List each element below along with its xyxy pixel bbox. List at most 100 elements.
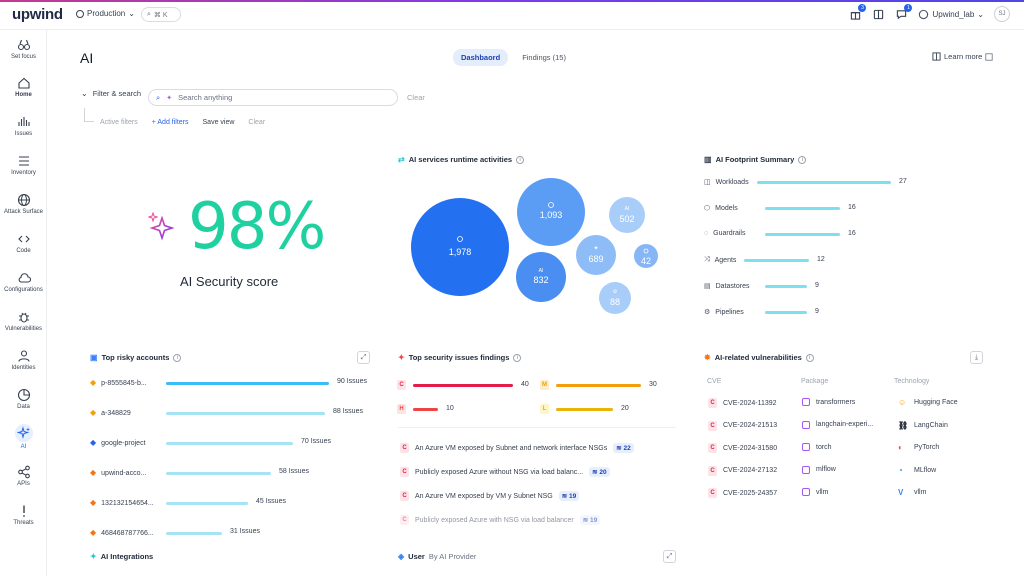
inventory-icon [18, 156, 29, 166]
finding-row[interactable]: C An Azure VM exposed by VM y Subnet NSG ≋… [400, 491, 580, 501]
sidebar-item-threats[interactable]: Threats [0, 504, 47, 526]
cve-cell[interactable]: C CVE-2025-24357 [708, 488, 777, 498]
chart-icon: ▥ [704, 155, 712, 164]
bubble-502[interactable]: AI 502 [609, 197, 645, 233]
sidebar-item-inventory[interactable]: Inventory [0, 154, 47, 176]
sidebar-item-label: Issues [14, 131, 33, 137]
gift-icon[interactable]: 3 [849, 3, 867, 21]
bubble-689[interactable]: ✦ 689 [576, 235, 616, 275]
add-filters-button[interactable]: + Add filters [151, 119, 189, 126]
layers-icon: ≋ [592, 469, 600, 476]
account-row[interactable]: ◆ google-project [90, 438, 146, 447]
severity-c-badge: C [397, 380, 406, 390]
sidebar-item-label: Set focus [10, 54, 36, 60]
footprint-item-value: 9 [815, 282, 819, 289]
cve-cell[interactable]: C CVE-2024-27132 [708, 465, 777, 476]
sidebar-item-attack-surface[interactable]: Attack Surface [0, 193, 47, 215]
finding-count-value: 19 [569, 493, 577, 500]
upwind-logo[interactable]: upwind [12, 6, 63, 23]
account-name: a-348829 [101, 410, 131, 417]
sidebar-item-code[interactable]: Code [0, 232, 47, 254]
footprint-item[interactable]: ⚙ Pipelines [704, 308, 744, 317]
account-row[interactable]: ◆ a-348829 [90, 408, 131, 417]
sidebar-item-vulnerabilities[interactable]: Vulnerabilities [0, 310, 47, 332]
info-icon[interactable]: i [513, 353, 522, 362]
package-cell: torch [802, 443, 832, 451]
book-icon[interactable] [872, 8, 885, 21]
finding-count: ≋ 20 [589, 467, 610, 477]
sidebar-item-set-focus[interactable]: Set focus [0, 38, 47, 60]
finding-row[interactable]: C Publicly exposed Azure with NSG via loa… [400, 515, 601, 525]
search-input[interactable]: ⌕ ✦ Search anything [148, 89, 398, 106]
account-issues: 88 Issues [333, 408, 363, 415]
info-icon[interactable]: i [516, 155, 525, 164]
account-row[interactable]: ◆ p-8555845-b... [90, 378, 147, 387]
account-row[interactable]: ◆ 132132154654... [90, 498, 154, 507]
footprint-item[interactable]: ▤ Datastores [704, 282, 749, 291]
bubble-88[interactable]: ⚙ 88 [599, 282, 631, 314]
avatar[interactable]: SJ [994, 6, 1010, 22]
finding-row[interactable]: C An Azure VM exposed by Subnet and netwo… [400, 443, 634, 453]
bubble-1978[interactable]: 1,978 [411, 198, 509, 296]
cve-cell[interactable]: C CVE-2024-31580 [708, 443, 777, 453]
sidebar-item-issues[interactable]: Issues [0, 115, 47, 137]
severity-value: 40 [521, 381, 529, 388]
cve-cell[interactable]: C CVE-2024-21513 [708, 420, 777, 431]
account-bar [166, 382, 329, 385]
footprint-item[interactable]: ⤨ Agents [704, 256, 736, 264]
footprint-item[interactable]: ◌ Guardrails [704, 230, 745, 237]
cve-cell[interactable]: C CVE-2024-11392 [708, 398, 777, 408]
footprint-item[interactable]: ◫ Workloads [704, 178, 749, 187]
gift-badge: 3 [858, 3, 867, 12]
technology-name: MLflow [914, 466, 937, 474]
download-icon[interactable]: ⤓ [970, 351, 983, 364]
aws-icon: ◆ [90, 468, 97, 477]
security-card-title: ✦ Top security issues findings i [398, 353, 522, 362]
package-cell: langchain-experi... [802, 420, 874, 429]
clear-filters-button[interactable]: Clear [248, 119, 266, 126]
account-name: p-8555845-b... [101, 380, 147, 387]
tab-findings[interactable]: Findings (15) [522, 53, 566, 62]
bubble-1093[interactable]: 1,093 [517, 178, 585, 246]
vllm-icon: V [898, 488, 904, 497]
sidebar-item-home[interactable]: Home [0, 76, 47, 98]
cve-id: CVE-2024-11392 [723, 399, 777, 407]
footprint-item[interactable]: ⬡ Models [704, 204, 738, 213]
info-icon[interactable]: i [805, 353, 814, 362]
column-header-technology: Technology [894, 378, 930, 385]
global-search-button[interactable]: ⌕ ⌘ K [141, 7, 181, 22]
footprint-item-value: 12 [817, 256, 825, 263]
bubble-832[interactable]: AI 832 [516, 252, 566, 302]
info-icon[interactable]: i [798, 155, 807, 164]
bubble-42[interactable]: 42 [634, 244, 658, 268]
technology-name: Hugging Face [914, 399, 958, 406]
issues-icon [17, 117, 30, 126]
org-selector[interactable]: Upwind_lab ⌄ [918, 9, 984, 20]
package-name: torch [816, 443, 832, 451]
environment-selector[interactable]: Production ⌄ [76, 9, 135, 18]
sidebar-item-data[interactable]: Data [0, 388, 47, 410]
package-name: langchain-experi... [816, 421, 874, 428]
account-row[interactable]: ◆ upwind-acco... [90, 468, 146, 477]
sidebar-item-configurations[interactable]: Configurations [0, 271, 47, 293]
sidebar-item-identities[interactable]: Identities [0, 349, 47, 371]
info-icon[interactable]: i [173, 353, 182, 362]
severity-c-badge: C [400, 467, 409, 477]
sidebar-item-apis[interactable]: APIs [0, 465, 47, 487]
svg-text:⚙: ⚙ [613, 289, 618, 295]
severity-value: 20 [621, 405, 629, 412]
filter-toggle[interactable]: ⌄ Filter & search [81, 89, 141, 98]
package-cell: transformers [802, 398, 855, 406]
sidebar-item-ai[interactable]: AI [0, 424, 47, 450]
finding-row[interactable]: C Publicly exposed Azure without NSG via … [400, 467, 610, 477]
clear-search-button[interactable]: Clear [407, 93, 425, 102]
save-view-button[interactable]: Save view [202, 119, 235, 126]
tab-dashboard[interactable]: Dashbaord [453, 49, 509, 66]
chat-icon[interactable]: 1 [895, 3, 913, 21]
account-bar [166, 412, 325, 415]
expand-icon[interactable]: ⤢ [357, 351, 370, 364]
expand-icon[interactable]: ⤢ [663, 550, 676, 563]
account-row[interactable]: ◆ 468468787766... [90, 528, 154, 537]
account-name: google-project [101, 440, 146, 447]
learn-more-link[interactable]: Learn more [932, 52, 993, 61]
